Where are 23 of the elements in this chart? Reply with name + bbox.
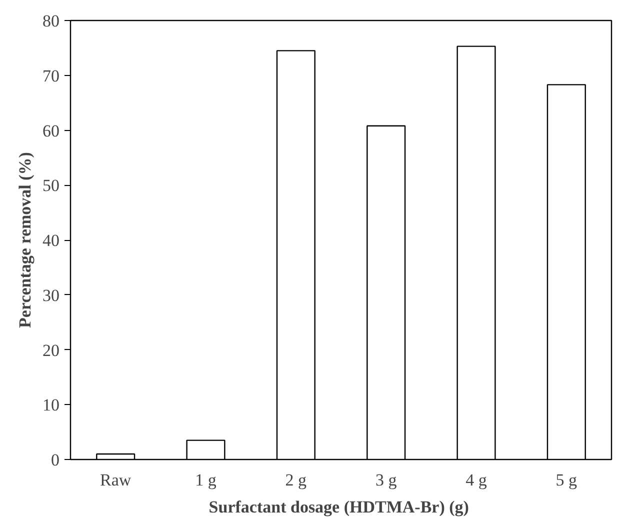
x-tick-label: 5 g — [556, 470, 578, 490]
y-tick-label: 30 — [42, 286, 60, 305]
y-tick-label: 60 — [42, 121, 60, 140]
bar — [366, 125, 406, 460]
x-tick-label: 3 g — [375, 470, 398, 490]
x-tick-label: 4 g — [466, 470, 488, 490]
x-tick-label: Raw — [100, 470, 132, 490]
y-tick-label: 0 — [51, 450, 60, 470]
y-tick-label: 20 — [42, 340, 60, 360]
x-tick-label: 1 g — [195, 470, 217, 490]
x-tick-label: 2 g — [285, 470, 308, 490]
bar — [456, 46, 496, 460]
bar — [96, 453, 136, 460]
x-axis-title: Surfactant dosage (HDTMA-Br) (g) — [208, 498, 469, 516]
y-tick-label: 40 — [42, 231, 60, 250]
y-tick-label: 10 — [42, 396, 60, 415]
y-tick-label: 70 — [42, 66, 60, 86]
y-tick-label: 80 — [42, 12, 60, 30]
bar — [186, 440, 226, 460]
y-axis-title: Percentage removal (%) — [16, 152, 34, 328]
bar — [546, 84, 586, 460]
bar — [276, 50, 316, 460]
y-tick-label: 50 — [42, 176, 60, 196]
